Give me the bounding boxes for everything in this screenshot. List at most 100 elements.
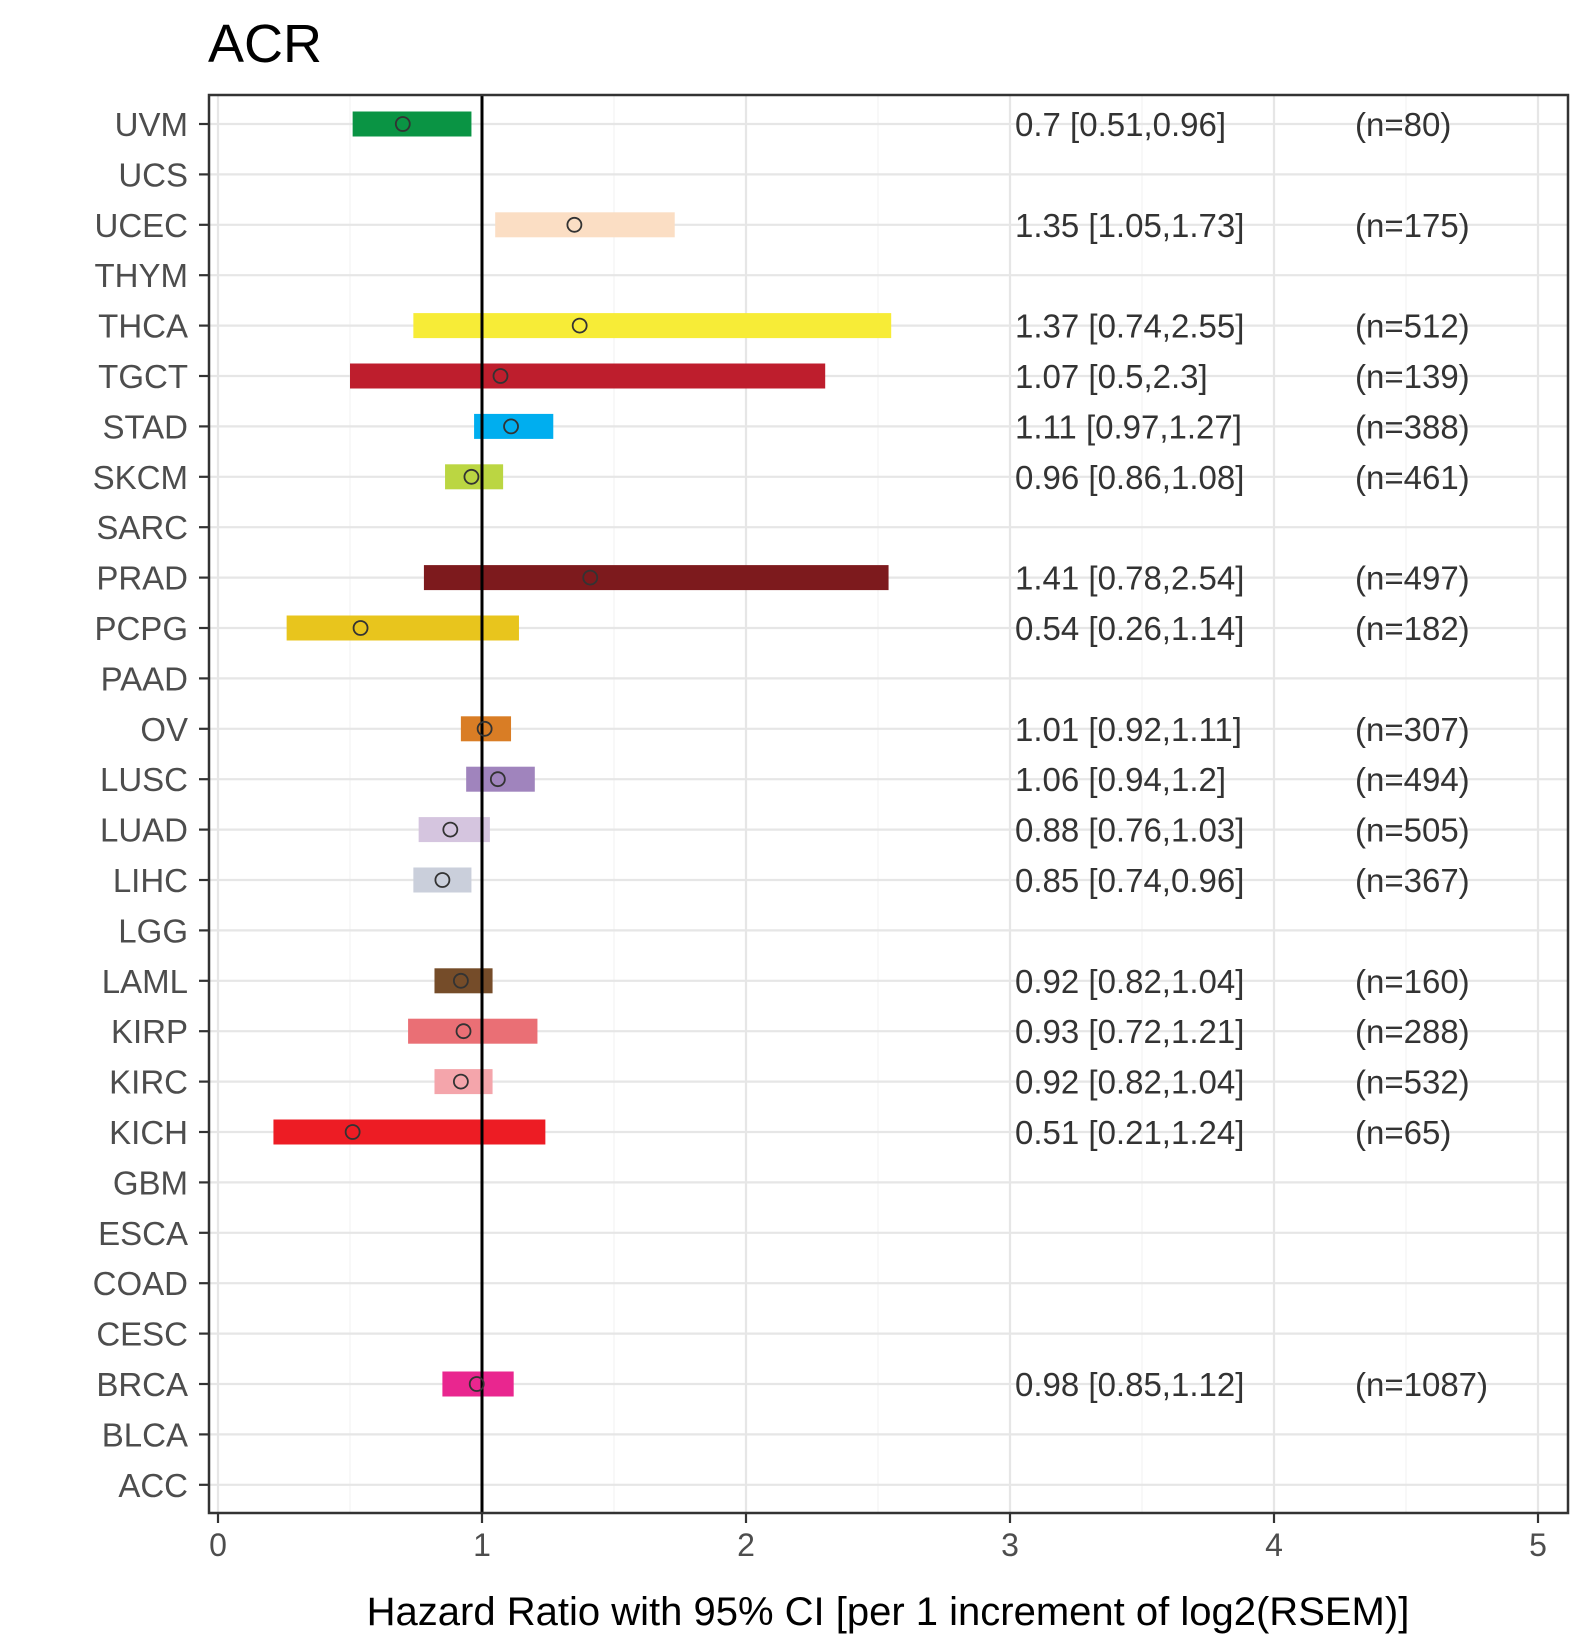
point-ov	[476, 720, 493, 737]
annotations: 0.7 [0.51,0.96] (n=80) 1.35 [1.05,1.73] (n=…	[1015, 106, 1488, 1403]
y-tick-label-ucec: UCEC	[94, 207, 188, 244]
y-axis: UVM UCS UCEC THYM THCA TGCT STAD SKCM SARC PRAD PC…	[93, 106, 209, 1504]
n-label-laml: (n=160)	[1355, 963, 1470, 1000]
y-tick-label-sarc: SARC	[96, 509, 188, 546]
n-label-kich: (n=65)	[1355, 1114, 1451, 1151]
n-label-ucec: (n=175)	[1355, 207, 1470, 244]
y-tick-label-paad: PAAD	[101, 660, 188, 697]
y-tick-label-lusc: LUSC	[100, 761, 188, 798]
hr-label-pcpg: 0.54 [0.26,1.14]	[1015, 610, 1244, 647]
panel-border	[207, 93, 1570, 1515]
x-tick-label: 0	[209, 1527, 227, 1563]
y-tick-label-kich: KICH	[109, 1114, 188, 1151]
y-tick-label-luad: LUAD	[100, 812, 188, 849]
hr-label-ucec: 1.35 [1.05,1.73]	[1015, 207, 1244, 244]
n-label-kirp: (n=288)	[1355, 1013, 1470, 1050]
hr-label-kirp: 0.93 [0.72,1.21]	[1015, 1013, 1244, 1050]
ci-bar-tgct	[350, 363, 826, 389]
hr-label-tgct: 1.07 [0.5,2.3]	[1015, 358, 1208, 395]
ci-bar-skcm	[445, 464, 504, 490]
ci-bar-uvm	[352, 111, 472, 137]
hr-label-uvm: 0.7 [0.51,0.96]	[1015, 106, 1226, 143]
y-tick-label-ucs: UCS	[118, 156, 188, 193]
n-label-kirc: (n=532)	[1355, 1064, 1470, 1101]
n-label-lusc: (n=494)	[1355, 761, 1470, 798]
chart-title: ACR	[208, 14, 322, 74]
y-tick-label-ov: OV	[140, 711, 188, 748]
y-tick-label-coad: COAD	[93, 1265, 188, 1302]
ci-bar-thca	[413, 313, 892, 339]
n-label-ov: (n=307)	[1355, 711, 1470, 748]
x-tick-label: 4	[1265, 1527, 1283, 1563]
y-tick-label-laml: LAML	[102, 963, 188, 1000]
n-label-stad: (n=388)	[1355, 408, 1470, 445]
hr-label-lihc: 0.85 [0.74,0.96]	[1015, 862, 1244, 899]
point-skcm	[463, 468, 480, 485]
ci-bars	[273, 111, 892, 1397]
point-kirp	[455, 1023, 472, 1040]
point-brca	[468, 1376, 485, 1392]
n-label-tgct: (n=139)	[1355, 358, 1470, 395]
y-tick-label-thym: THYM	[95, 257, 189, 294]
point-stad	[503, 418, 519, 435]
y-tick-label-kirc: KIRC	[109, 1064, 188, 1101]
x-tick-label: 3	[1001, 1527, 1019, 1563]
ci-bar-kirp	[408, 1018, 538, 1044]
ci-bar-ov	[460, 716, 512, 742]
n-label-pcpg: (n=182)	[1355, 610, 1470, 647]
n-label-luad: (n=505)	[1355, 812, 1470, 849]
ci-bar-prad	[423, 565, 889, 591]
point-laml	[452, 972, 469, 989]
point-lihc	[434, 872, 451, 888]
ci-bar-laml	[434, 968, 493, 994]
ci-bar-lusc	[466, 766, 535, 792]
ci-bar-luad	[418, 817, 490, 843]
y-tick-label-uvm: UVM	[115, 106, 188, 143]
ci-bar-kirc	[434, 1069, 493, 1095]
hr-label-ov: 1.01 [0.92,1.11]	[1015, 711, 1242, 748]
ci-bar-ucec	[495, 212, 675, 238]
n-label-prad: (n=497)	[1355, 560, 1470, 597]
point-luad	[442, 821, 459, 838]
ci-bar-brca	[442, 1371, 514, 1397]
ci-bar-stad	[474, 413, 554, 439]
x-tick-label: 2	[737, 1527, 755, 1563]
ci-bar-pcpg	[286, 615, 519, 641]
n-label-brca: (n=1087)	[1355, 1366, 1488, 1403]
y-tick-label-prad: PRAD	[96, 560, 188, 597]
point-kirc	[452, 1073, 469, 1090]
hr-label-lusc: 1.06 [0.94,1.2]	[1015, 761, 1226, 798]
hr-label-luad: 0.88 [0.76,1.03]	[1015, 812, 1244, 849]
n-label-uvm: (n=80)	[1355, 106, 1451, 143]
x-tick-label: 1	[473, 1527, 491, 1563]
y-tick-label-blca: BLCA	[102, 1416, 188, 1453]
ci-bar-lihc	[413, 867, 472, 893]
y-tick-label-acc: ACC	[118, 1467, 188, 1504]
point-thca	[571, 317, 588, 334]
hr-label-kirc: 0.92 [0.82,1.04]	[1015, 1064, 1244, 1101]
hr-label-laml: 0.92 [0.82,1.04]	[1015, 963, 1244, 1000]
point-kich	[344, 1124, 361, 1140]
y-tick-label-esca: ESCA	[98, 1215, 188, 1252]
n-label-thca: (n=512)	[1355, 308, 1470, 345]
y-tick-label-cesc: CESC	[96, 1316, 188, 1353]
n-label-skcm: (n=461)	[1355, 459, 1470, 496]
hr-label-thca: 1.37 [0.74,2.55]	[1015, 308, 1244, 345]
point-ucec	[566, 216, 583, 233]
hr-label-prad: 1.41 [0.78,2.54]	[1015, 560, 1244, 597]
point-lusc	[489, 771, 506, 788]
y-tick-label-gbm: GBM	[113, 1164, 188, 1201]
x-axis: 0 1 2 3 4 5	[209, 1513, 1547, 1563]
point-tgct	[492, 368, 509, 384]
y-tick-label-lihc: LIHC	[113, 862, 188, 899]
y-tick-label-stad: STAD	[102, 408, 188, 445]
y-tick-label-kirp: KIRP	[111, 1013, 188, 1050]
point-pcpg	[352, 620, 369, 636]
y-tick-label-lgg: LGG	[118, 912, 188, 949]
ci-bar-kich	[273, 1119, 546, 1145]
y-tick-label-thca: THCA	[98, 308, 188, 345]
point-prad	[582, 569, 599, 586]
hr-label-kich: 0.51 [0.21,1.24]	[1015, 1114, 1244, 1151]
hr-label-skcm: 0.96 [0.86,1.08]	[1015, 459, 1244, 496]
